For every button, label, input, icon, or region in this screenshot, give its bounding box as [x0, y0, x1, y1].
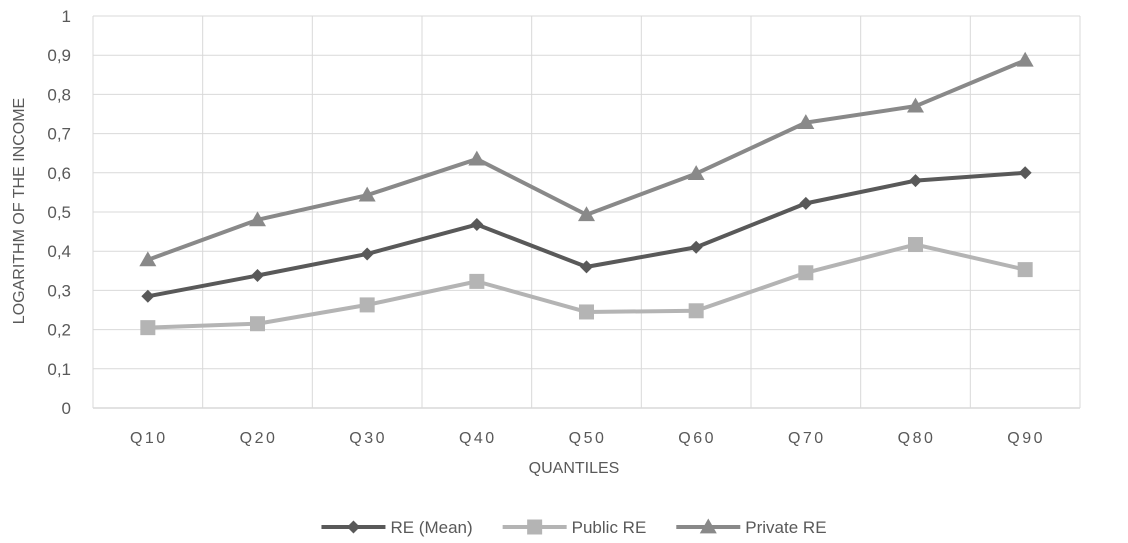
legend-swatch-marker — [346, 520, 360, 534]
data-point — [799, 196, 813, 210]
legend-item-re-mean: RE (Mean) — [321, 518, 473, 537]
data-point — [909, 174, 922, 188]
y-tick-label: 0,5 — [47, 203, 71, 222]
data-point — [141, 289, 155, 303]
series-line — [147, 58, 1026, 262]
series-re-mean — [141, 166, 1032, 303]
legend-label: Private RE — [745, 518, 826, 537]
data-point — [1017, 262, 1033, 278]
data-point — [579, 304, 594, 320]
y-tick-label: 0 — [62, 399, 71, 418]
legend-label: RE (Mean) — [390, 518, 472, 537]
data-point — [360, 247, 374, 261]
series-private-re — [139, 51, 1034, 267]
legend-label: Public RE — [572, 518, 647, 537]
data-point — [470, 218, 484, 232]
series-line — [147, 170, 1026, 299]
data-point — [251, 269, 264, 283]
data-point — [359, 297, 375, 313]
data-point — [798, 265, 814, 281]
y-tick-label: 0,7 — [47, 125, 71, 144]
x-tick-label: Q80 — [898, 430, 936, 447]
data-point — [358, 186, 376, 202]
y-tick-label: 0,2 — [47, 321, 71, 340]
x-tick-label: Q30 — [349, 430, 387, 447]
y-tick-label: 0,3 — [47, 281, 71, 300]
data-point — [578, 206, 595, 222]
series-public-re — [140, 237, 1033, 336]
data-point — [580, 260, 593, 274]
data-point — [249, 211, 266, 227]
y-tick-label: 1 — [62, 7, 71, 26]
y-tick-label: 0,9 — [47, 46, 71, 65]
data-point — [908, 237, 923, 253]
x-tick-label: Q50 — [569, 430, 607, 447]
data-point — [688, 303, 704, 319]
data-point — [468, 150, 486, 166]
data-point — [140, 320, 156, 336]
legend: RE (Mean) Public RE Private RE — [321, 518, 827, 537]
data-point — [689, 240, 703, 254]
y-tick-label: 0,4 — [47, 242, 71, 261]
data-point — [469, 273, 485, 289]
x-tick-label: Q90 — [1007, 430, 1045, 447]
data-point — [250, 316, 265, 332]
legend-item-public-re: Public RE — [502, 518, 647, 537]
x-tick-label: Q20 — [240, 430, 278, 447]
data-point — [1018, 166, 1032, 180]
y-tick-label: 0,1 — [47, 360, 71, 379]
data-point — [139, 251, 157, 267]
legend-swatch-marker — [699, 518, 717, 534]
x-tick-label: Q10 — [130, 430, 168, 447]
series-group — [139, 51, 1034, 336]
x-tick-label: Q70 — [788, 430, 826, 447]
y-tick-label: 0,6 — [47, 164, 71, 183]
data-point — [907, 97, 924, 113]
data-point — [687, 165, 705, 180]
legend-item-private-re: Private RE — [676, 518, 827, 537]
x-tick-labels: Q10 Q20 Q30 Q40 Q50 Q60 Q70 Q80 Q90 — [130, 430, 1045, 447]
y-tick-label: 0,8 — [47, 85, 71, 104]
x-tick-label: Q40 — [459, 430, 497, 447]
y-axis-title: LOGARITHM OF THE INCOME — [11, 98, 28, 324]
legend-swatch-marker — [527, 519, 543, 535]
x-axis-title: QUANTILES — [529, 460, 620, 477]
y-tick-labels: 0 0,1 0,2 0,3 0,4 0,5 0,6 0,7 0,8 0,9 1 — [47, 7, 71, 418]
data-point — [797, 114, 815, 129]
x-tick-label: Q60 — [678, 430, 716, 447]
data-point — [1016, 51, 1034, 67]
